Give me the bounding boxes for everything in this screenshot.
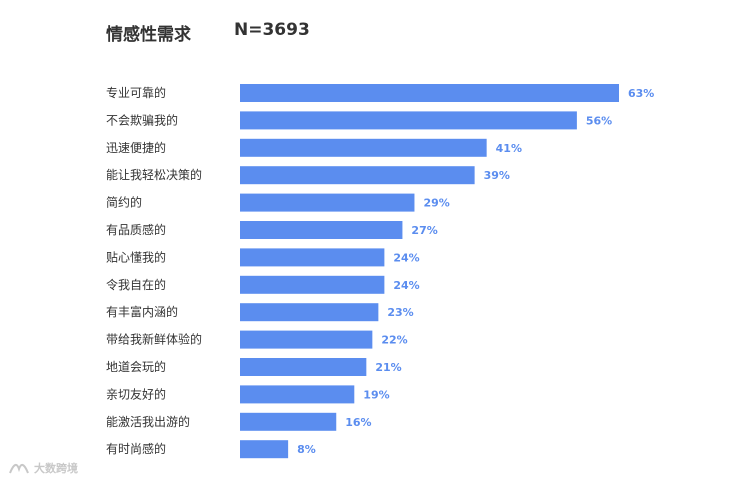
bar [240, 275, 385, 294]
bar [240, 303, 379, 322]
watermark-text: 大数跨境 [34, 462, 78, 475]
category-label: 专业可靠的 [106, 85, 166, 100]
category-label: 迅速便捷的 [106, 140, 166, 155]
value-label: 21% [375, 361, 401, 374]
bar [240, 412, 337, 431]
category-label: 简约的 [106, 195, 142, 210]
sample-size-label: N=3693 [234, 20, 310, 40]
bar [240, 358, 367, 376]
category-label: 不会欺骗我的 [106, 112, 178, 127]
watermark-logo-icon [9, 463, 29, 474]
category-label: 有丰富内涵的 [106, 304, 178, 319]
value-label: 29% [423, 197, 449, 210]
bar [240, 138, 487, 157]
value-label: 27% [411, 224, 437, 237]
bar [240, 111, 577, 130]
value-label: 16% [345, 416, 371, 429]
value-label: 23% [387, 306, 413, 319]
category-label: 有时尚感的 [106, 441, 166, 456]
value-label: 19% [363, 388, 389, 401]
category-label: 令我自在的 [106, 277, 166, 292]
category-label: 贴心懂我的 [106, 249, 166, 264]
value-label: 39% [484, 169, 510, 182]
category-label: 有品质感的 [106, 222, 166, 237]
value-label: 8% [297, 443, 316, 456]
category-label: 亲切友好的 [106, 386, 166, 401]
watermark: 大数跨境 [8, 460, 78, 476]
value-label: 22% [381, 334, 407, 347]
value-label: 41% [496, 142, 522, 155]
bar [240, 84, 619, 102]
value-label: 24% [393, 251, 419, 264]
chart-title: 情感性需求 [106, 25, 191, 45]
value-label: 63% [628, 87, 654, 100]
bar [240, 193, 415, 212]
bar [240, 166, 475, 185]
bar [240, 440, 289, 459]
category-label: 地道会玩的 [106, 359, 166, 374]
bar [240, 221, 403, 239]
value-label: 24% [393, 279, 419, 292]
category-label: 带给我新鲜体验的 [106, 332, 202, 347]
category-label: 能激活我出游的 [106, 414, 190, 429]
bar [240, 248, 385, 267]
category-label: 能让我轻松决策的 [106, 167, 202, 182]
bar [240, 330, 373, 349]
value-label: 56% [586, 114, 612, 127]
bar [240, 385, 355, 404]
